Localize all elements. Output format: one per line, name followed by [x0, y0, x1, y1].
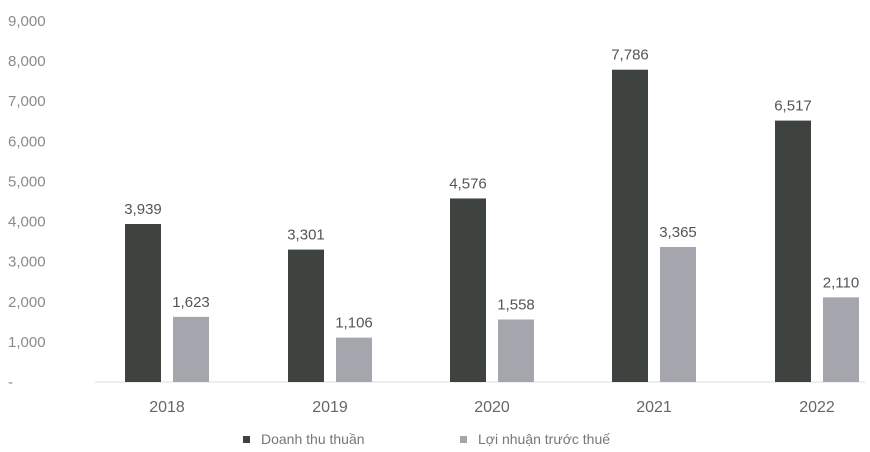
bar-doanh-thu-thuan	[288, 249, 324, 382]
x-tick-label: 2018	[149, 399, 185, 416]
bar-doanh-thu-thuan	[450, 198, 486, 382]
bar-doanh-thu-thuan	[612, 69, 648, 382]
bar-loi-nhuan-truoc-thue	[660, 247, 696, 382]
y-tick-label: 7,000	[8, 93, 46, 110]
y-tick-label: 2,000	[8, 294, 46, 311]
y-tick-label: 6,000	[8, 133, 46, 150]
x-tick-label: 2022	[799, 399, 835, 416]
y-tick-label: 9,000	[8, 13, 46, 30]
legend-label: Lợi nhuận trước thuế	[478, 431, 610, 447]
y-axis: - 1,000 2,000 3,000 4,000 5,000 6,000 7,000 8,00…	[8, 13, 46, 391]
x-axis: 2018 2019 2020 2021 2022	[149, 399, 835, 416]
data-label: 1,558	[497, 297, 535, 314]
legend-swatch	[243, 436, 250, 443]
y-tick-label: 4,000	[8, 214, 46, 231]
data-label: 3,365	[659, 224, 697, 241]
data-label: 7,786	[611, 47, 649, 64]
y-tick-label: -	[8, 374, 13, 391]
data-label: 1,623	[172, 294, 210, 311]
bar-doanh-thu-thuan	[775, 120, 811, 382]
data-label: 2,110	[823, 274, 859, 291]
bar-loi-nhuan-truoc-thue	[336, 337, 372, 382]
data-label: 6,517	[774, 98, 812, 115]
bar-loi-nhuan-truoc-thue	[498, 319, 534, 382]
bar-doanh-thu-thuan	[125, 224, 161, 382]
y-tick-label: 8,000	[8, 53, 46, 70]
y-tick-label: 3,000	[8, 254, 46, 271]
data-label: 4,576	[449, 175, 487, 192]
y-tick-label: 1,000	[8, 334, 46, 351]
bars: 3,939 1,623 3,301 1,106 4,576 1,558 7,786 3,365…	[124, 47, 859, 382]
legend-label: Doanh thu thuần	[261, 431, 365, 447]
legend: Doanh thu thuần Lợi nhuận trước thuế	[243, 431, 610, 447]
data-label: 3,939	[124, 201, 162, 218]
legend-swatch	[460, 436, 467, 443]
x-tick-label: 2021	[636, 399, 672, 416]
data-label: 1,106	[335, 315, 373, 332]
y-tick-label: 5,000	[8, 173, 46, 190]
x-tick-label: 2020	[474, 399, 510, 416]
bar-loi-nhuan-truoc-thue	[823, 297, 859, 382]
bar-loi-nhuan-truoc-thue	[173, 316, 209, 382]
data-label: 3,301	[287, 227, 325, 244]
x-tick-label: 2019	[312, 399, 348, 416]
